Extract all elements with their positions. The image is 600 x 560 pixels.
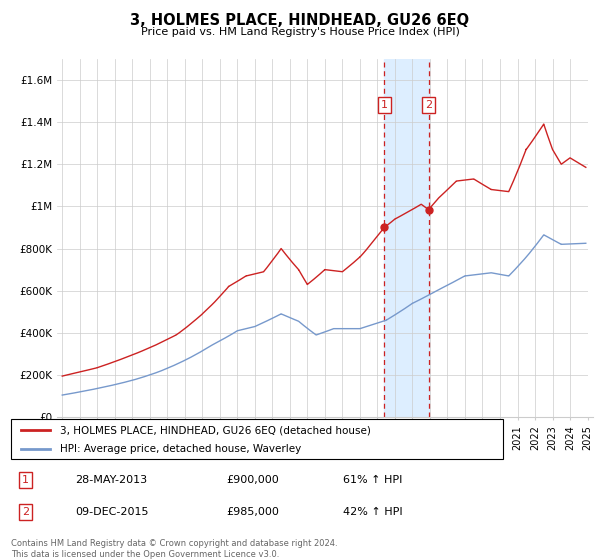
Text: 28-MAY-2013: 28-MAY-2013 xyxy=(75,475,147,485)
Text: Price paid vs. HM Land Registry's House Price Index (HPI): Price paid vs. HM Land Registry's House … xyxy=(140,27,460,37)
Text: 2: 2 xyxy=(22,507,29,517)
Text: 1: 1 xyxy=(381,100,388,110)
Bar xyxy=(385,59,428,417)
Text: 61% ↑ HPI: 61% ↑ HPI xyxy=(343,475,402,485)
Bar xyxy=(587,59,593,417)
Text: 1: 1 xyxy=(22,475,29,485)
Text: 3, HOLMES PLACE, HINDHEAD, GU26 6EQ: 3, HOLMES PLACE, HINDHEAD, GU26 6EQ xyxy=(130,13,470,27)
Text: £985,000: £985,000 xyxy=(226,507,279,517)
Text: 3, HOLMES PLACE, HINDHEAD, GU26 6EQ (detached house): 3, HOLMES PLACE, HINDHEAD, GU26 6EQ (det… xyxy=(60,425,371,435)
Text: 2: 2 xyxy=(425,100,432,110)
Text: 09-DEC-2015: 09-DEC-2015 xyxy=(75,507,148,517)
Text: HPI: Average price, detached house, Waverley: HPI: Average price, detached house, Wave… xyxy=(60,444,301,454)
Text: 42% ↑ HPI: 42% ↑ HPI xyxy=(343,507,402,517)
Text: £900,000: £900,000 xyxy=(226,475,279,485)
FancyBboxPatch shape xyxy=(11,419,503,459)
Text: Contains HM Land Registry data © Crown copyright and database right 2024.
This d: Contains HM Land Registry data © Crown c… xyxy=(11,539,337,559)
